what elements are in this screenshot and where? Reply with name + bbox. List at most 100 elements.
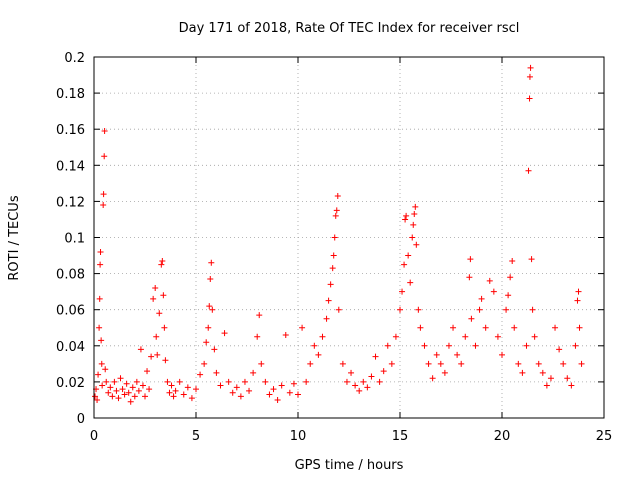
data-point: [98, 337, 105, 344]
data-point: [111, 378, 118, 385]
data-point: [425, 360, 432, 367]
data-point: [413, 241, 420, 248]
data-point: [107, 384, 114, 391]
data-point: [405, 252, 412, 259]
data-point: [113, 387, 120, 394]
y-tick-label: 0: [77, 412, 85, 427]
y-axis-title: ROTI / TECUs: [7, 195, 22, 280]
x-tick-label: 15: [392, 429, 409, 444]
data-point: [415, 306, 422, 313]
data-point: [429, 375, 436, 382]
data-point: [176, 378, 183, 385]
data-point: [99, 382, 106, 389]
x-axis-title: GPS time / hours: [295, 458, 404, 473]
data-point: [392, 333, 399, 340]
data-point: [142, 393, 148, 400]
data-point: [454, 351, 461, 358]
data-point: [450, 324, 457, 331]
data-point: [115, 395, 122, 402]
x-tick-label: 25: [596, 429, 613, 444]
data-point: [162, 357, 169, 364]
data-point: [403, 212, 410, 219]
data-point: [490, 288, 497, 295]
data-point: [411, 211, 418, 218]
data-point: [164, 378, 171, 385]
data-point: [437, 360, 444, 367]
data-point: [153, 333, 160, 340]
data-point: [274, 396, 281, 403]
data-point: [233, 384, 240, 391]
axis-ticks: [93, 56, 605, 419]
data-point: [417, 324, 424, 331]
y-tick-label: 0.08: [56, 268, 85, 283]
data-point: [556, 346, 563, 353]
data-point: [295, 391, 301, 398]
data-point: [319, 333, 326, 340]
data-point: [494, 333, 501, 340]
y-tick-label: 0.04: [56, 340, 85, 355]
data-point: [526, 95, 533, 102]
data-point: [150, 295, 157, 302]
data-point: [125, 389, 132, 396]
data-point: [352, 382, 359, 389]
data-point: [241, 378, 248, 385]
data-point: [146, 386, 153, 393]
data-point: [121, 391, 128, 398]
data-point: [527, 64, 534, 71]
data-point: [135, 387, 142, 394]
x-tick-label: 5: [192, 429, 200, 444]
data-point: [211, 346, 218, 353]
data-point: [311, 342, 318, 349]
data-point: [193, 386, 199, 393]
data-point: [509, 257, 516, 264]
data-point: [105, 389, 112, 396]
data-point: [172, 387, 179, 394]
data-point: [543, 382, 550, 389]
data-point: [92, 393, 99, 400]
data-point: [441, 369, 448, 376]
data-point: [433, 351, 440, 358]
data-point: [327, 281, 334, 288]
x-tick-label: 20: [494, 429, 511, 444]
data-point: [323, 315, 330, 322]
y-tick-label: 0.1: [64, 232, 85, 247]
data-point: [445, 342, 452, 349]
data-point: [117, 375, 124, 382]
data-point: [315, 351, 322, 358]
data-point: [156, 310, 163, 317]
data-point: [407, 279, 414, 286]
data-point: [515, 360, 522, 367]
data-point: [98, 360, 105, 367]
data-point: [303, 378, 310, 385]
data-point: [505, 292, 512, 299]
data-point: [478, 295, 485, 302]
data-point: [539, 369, 546, 376]
data-point: [529, 306, 536, 313]
data-point: [528, 256, 535, 263]
data-point: [472, 342, 479, 349]
data-point: [368, 373, 375, 380]
data-points: [92, 64, 585, 405]
data-point: [197, 371, 204, 378]
data-point: [547, 375, 554, 382]
data-point: [380, 368, 387, 375]
data-point: [552, 324, 559, 331]
data-point: [335, 306, 342, 313]
data-point: [511, 324, 518, 331]
data-point: [372, 353, 379, 360]
data-point: [307, 360, 314, 367]
data-point: [399, 288, 406, 295]
y-tick-label: 0.2: [64, 51, 85, 66]
data-point: [180, 391, 187, 398]
data-point: [129, 384, 136, 391]
data-point: [401, 261, 408, 268]
data-point: [109, 393, 116, 400]
data-point: [131, 393, 138, 400]
data-point: [266, 391, 273, 398]
data-point: [168, 382, 175, 389]
data-point: [133, 378, 140, 385]
data-point: [207, 276, 214, 283]
data-point: [334, 192, 341, 199]
data-point: [332, 212, 339, 219]
